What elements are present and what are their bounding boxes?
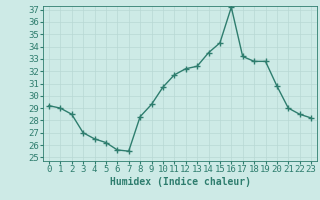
X-axis label: Humidex (Indice chaleur): Humidex (Indice chaleur) — [109, 177, 251, 187]
